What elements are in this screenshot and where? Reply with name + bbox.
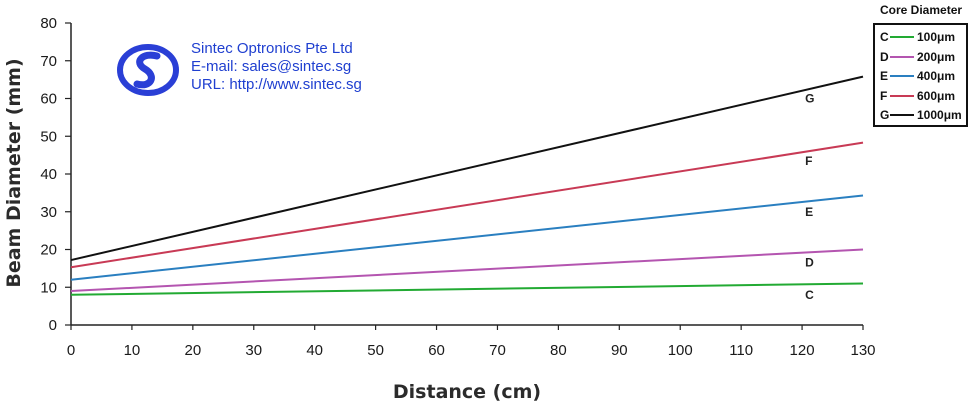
legend-letter: F	[880, 88, 888, 103]
legend-letter: C	[880, 30, 889, 44]
y-tick-label: 50	[40, 128, 57, 145]
series-line-d	[70, 248, 864, 293]
legend-label: 400μm	[917, 69, 956, 83]
x-tick-label: 10	[124, 342, 141, 359]
legend-letter: G	[880, 108, 890, 122]
legend-item-f: F 600μm	[880, 87, 955, 105]
series-label-g: G	[805, 92, 814, 106]
y-tick-label: 40	[40, 166, 57, 183]
legend-item-g: G 1000μm	[880, 106, 962, 124]
x-axis-title: Distance (cm)	[393, 381, 541, 403]
legend-swatch	[890, 94, 914, 97]
series-label-f: F	[805, 154, 812, 168]
legend-letter: D	[880, 49, 889, 64]
legend-label: 100μm	[917, 30, 956, 44]
x-tick-label: 90	[611, 342, 628, 359]
company-email: E-mail: sales@sintec.sg	[191, 58, 352, 75]
x-tick-label: 40	[306, 342, 323, 359]
y-tick-label: 60	[40, 91, 57, 108]
series-inline-labels: C D E F G	[805, 92, 814, 302]
x-tick-label: 20	[185, 342, 202, 359]
y-tick-label: 0	[49, 317, 57, 334]
series-label-d: D	[805, 256, 814, 270]
x-tick-label: 110	[729, 342, 753, 359]
y-tick-label: 10	[40, 279, 57, 296]
legend-label: 1000μm	[917, 108, 962, 122]
x-tick-label: 80	[550, 342, 567, 359]
x-tick-label: 60	[428, 342, 445, 359]
legend-swatch	[890, 114, 914, 116]
y-tick-label: 30	[40, 204, 57, 221]
company-url: URL: http://www.sintec.sg	[191, 76, 362, 93]
x-tick-label: 30	[245, 342, 262, 359]
series-line-e	[70, 194, 864, 281]
chart-axes	[65, 22, 864, 330]
y-tick-label: 70	[40, 53, 57, 70]
y-axis-title: Beam Diameter (mm)	[3, 58, 25, 287]
company-logo-icon	[117, 44, 179, 96]
legend-letter: E	[880, 69, 889, 83]
series-label-e: E	[805, 205, 813, 219]
legend-swatch	[890, 55, 914, 58]
x-tick-label: 120	[790, 342, 815, 359]
x-tick-label: 0	[67, 342, 75, 359]
x-tick-label: 70	[489, 342, 506, 359]
x-tick-label: 50	[367, 342, 384, 359]
series-label-c: C	[805, 288, 814, 302]
legend-swatch	[890, 75, 914, 77]
legend-swatch	[890, 36, 914, 38]
legend-item-e: E 400μm	[880, 67, 955, 85]
x-tick-label: 100	[668, 342, 693, 359]
series-line-c	[70, 282, 864, 296]
y-tick-label: 80	[40, 15, 57, 32]
legend-item-d: D 200μm	[880, 48, 955, 66]
legend-label: 600μm	[917, 88, 956, 103]
tick-labels: 0 10 20 30 40 50 60 70 80 0 10 20 30 40 50 60 70 80 90 100 1…	[40, 15, 875, 359]
y-tick-label: 20	[40, 242, 57, 259]
legend-title: Core Diameter	[880, 3, 963, 17]
series-line-f	[70, 141, 864, 269]
legend: C 100μm D 200μm E 400μm F 600μm G 1000μm	[873, 23, 968, 127]
x-tick-label: 130	[850, 342, 875, 359]
series-lines	[70, 75, 864, 296]
legend-item-c: C 100μm	[880, 28, 955, 46]
series-line-g	[70, 75, 864, 262]
legend-label: 200μm	[917, 49, 956, 64]
company-name: Sintec Optronics Pte Ltd	[191, 40, 353, 57]
